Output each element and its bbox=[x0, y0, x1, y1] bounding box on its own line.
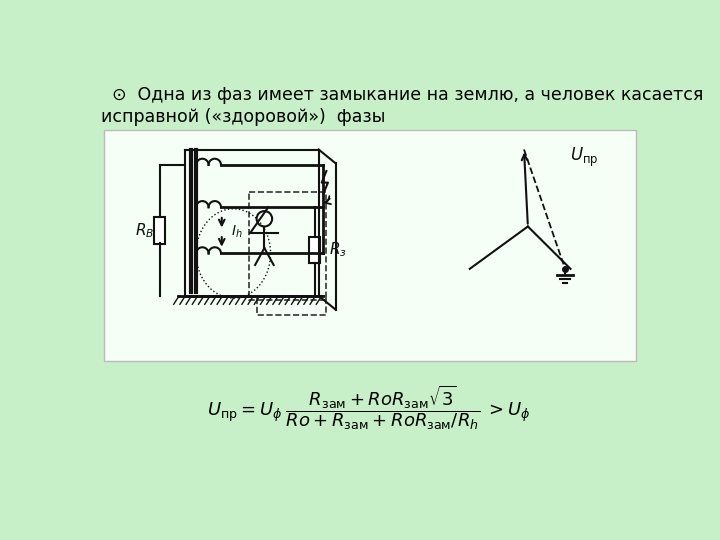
Bar bbox=[249, 192, 326, 300]
Bar bbox=[256, 296, 326, 315]
Bar bbox=[104, 130, 636, 361]
Bar bbox=[310, 237, 320, 264]
Text: $R_B$: $R_B$ bbox=[135, 221, 154, 240]
Text: ⊙  Одна из фаз имеет замыкание на землю, а человек касается: ⊙ Одна из фаз имеет замыкание на землю, … bbox=[112, 86, 703, 104]
Text: $U_{\mathregular{пр}} = U_{\phi}\;\dfrac{R_{\mathregular{зам}} + RoR_{\mathregul: $U_{\mathregular{пр}} = U_{\phi}\;\dfrac… bbox=[207, 383, 531, 432]
Text: $I_h$: $I_h$ bbox=[231, 224, 243, 240]
Text: $U_{\sf пр}$: $U_{\sf пр}$ bbox=[570, 146, 599, 169]
Text: исправной («здоровой»)  фазы: исправной («здоровой») фазы bbox=[101, 108, 385, 126]
Bar bbox=[154, 217, 165, 244]
Text: $R_з$: $R_з$ bbox=[329, 240, 346, 259]
